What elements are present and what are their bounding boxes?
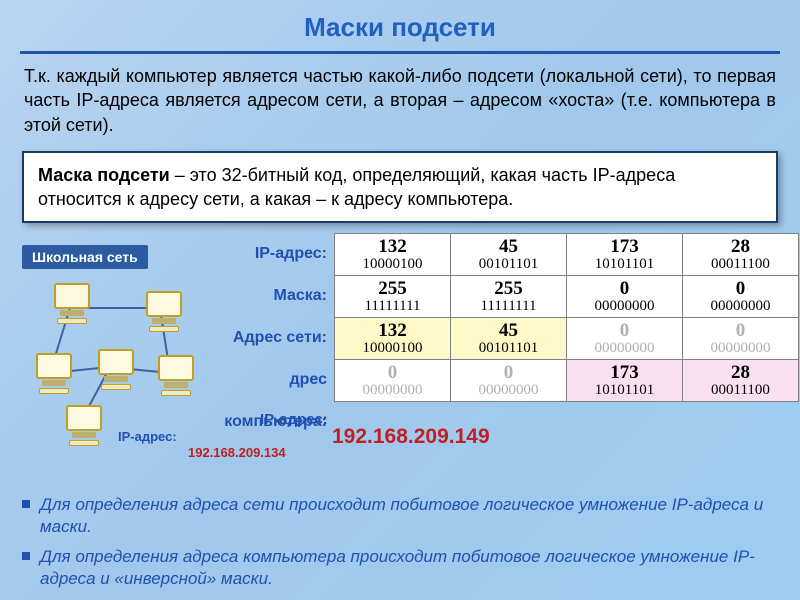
table-cell: 17310101101 <box>567 234 683 276</box>
computer-icon <box>92 349 140 391</box>
table-cell: 2800011100 <box>683 360 799 402</box>
bullet-list: Для определения адреса сети происходит п… <box>22 494 778 598</box>
table-cell: 4500101101 <box>451 318 567 360</box>
computer-icon <box>140 291 188 333</box>
ip-label-overlay-2: IP-адрес: <box>118 429 177 444</box>
table-cell: 000000000 <box>567 276 683 318</box>
page-title: Маски подсети <box>0 0 800 51</box>
bullet-item: Для определения адреса сети происходит п… <box>22 494 778 538</box>
definition-term: Маска подсети <box>38 165 170 185</box>
definition-box: Маска подсети – это 32-битный код, опред… <box>22 151 778 224</box>
table-cell: 000000000 <box>683 318 799 360</box>
table-cell: 000000000 <box>683 276 799 318</box>
network-label: Школьная сеть <box>22 245 148 269</box>
table-row: 000000000000000000173101011012800011100 <box>335 360 799 402</box>
computer-icon <box>48 283 96 325</box>
diagram-area: Школьная сеть IP-адрес:Маска:Адрес сети:… <box>0 233 800 461</box>
table-row-label: дрес компьютера: <box>198 359 333 401</box>
intro-paragraph: Т.к. каждый компьютер является частью ка… <box>0 64 800 147</box>
table-row-label: Маска: <box>198 275 333 317</box>
computer-icon <box>152 355 200 397</box>
bullet-item: Для определения адреса компьютера происх… <box>22 546 778 590</box>
table-cell: 4500101101 <box>451 234 567 276</box>
table-row: 2551111111125511111111000000000000000000 <box>335 276 799 318</box>
ip-mask-table: 1321000010045001011011731010110128000111… <box>334 233 799 402</box>
table-row: 1321000010045001011011731010110128000111… <box>335 234 799 276</box>
network-diagram <box>30 283 210 423</box>
table-row-label: IP-адрес: <box>198 233 333 275</box>
ip-secondary-value: 192.168.209.134 <box>188 445 286 460</box>
ip-label-overlay: IP-адрес: <box>260 411 328 428</box>
ip-main-value: 192.168.209.149 <box>332 425 490 449</box>
table-cell: 2800011100 <box>683 234 799 276</box>
table-cell: 000000000 <box>451 360 567 402</box>
table-cell: 25511111111 <box>335 276 451 318</box>
table-cell: 17310101101 <box>567 360 683 402</box>
table-cell: 13210000100 <box>335 318 451 360</box>
table-cell: 000000000 <box>335 360 451 402</box>
title-rule <box>20 51 780 54</box>
table-cell: 000000000 <box>567 318 683 360</box>
computer-icon <box>60 405 108 447</box>
table-cell: 25511111111 <box>451 276 567 318</box>
computer-icon <box>30 353 78 395</box>
table-row: 132100001004500101101000000000000000000 <box>335 318 799 360</box>
table-cell: 13210000100 <box>335 234 451 276</box>
table-row-label: Адрес сети: <box>198 317 333 359</box>
row-labels: IP-адрес:Маска:Адрес сети:дрес компьютер… <box>198 233 333 401</box>
